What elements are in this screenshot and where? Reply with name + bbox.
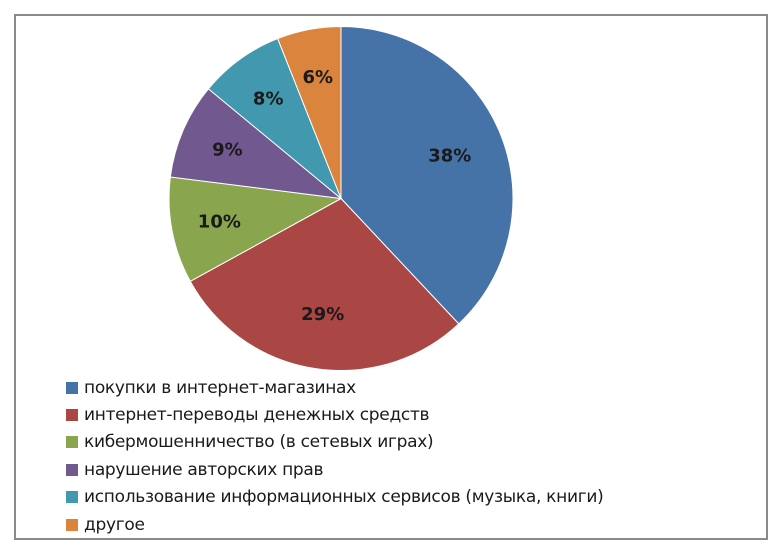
legend-label: использование информационных сервисов (м… (84, 487, 604, 508)
legend-label: интернет-переводы денежных средств (84, 405, 430, 426)
legend-item: интернет-переводы денежных средств (66, 401, 603, 428)
pie-slice (189, 197, 460, 372)
legend-label: покупки в интернет-магазинах (84, 377, 356, 398)
slice-percent-label: 9% (212, 139, 243, 160)
legend-item: покупки в интернет-магазинах (66, 374, 603, 401)
legend-label: другое (84, 514, 145, 535)
pie-slice (168, 176, 343, 283)
legend-label: нарушение авторских прав (84, 459, 324, 480)
legend-item: использование информационных сервисов (м… (66, 484, 604, 511)
legend-swatch (66, 518, 78, 531)
legend-swatch (66, 409, 78, 422)
pie-slices (168, 25, 514, 372)
legend-swatch (66, 436, 78, 449)
pie-labels: 38% 29% 10% 9% 8% 6% (198, 67, 471, 325)
legend-item: нарушение авторских прав (66, 456, 603, 483)
legend-label: кибермошенничество (в сетевых играх) (84, 432, 434, 453)
pie-slice (340, 25, 514, 325)
slice-percent-label: 8% (253, 88, 284, 109)
slice-percent-label: 38% (428, 145, 471, 166)
slice-percent-label: 10% (198, 212, 241, 233)
slice-percent-label: 6% (303, 67, 334, 88)
slice-percent-label: 29% (301, 304, 344, 325)
legend-swatch (66, 463, 78, 476)
legend-swatch (66, 381, 78, 394)
pie-slice (169, 88, 343, 200)
legend-swatch (66, 491, 78, 504)
legend: покупки в интернет-магазинах интернет-пе… (66, 374, 604, 538)
legend-item: кибермошенничество (в сетевых играх) (66, 429, 603, 456)
legend-item: другое (66, 511, 603, 538)
pie-slice (277, 25, 342, 199)
